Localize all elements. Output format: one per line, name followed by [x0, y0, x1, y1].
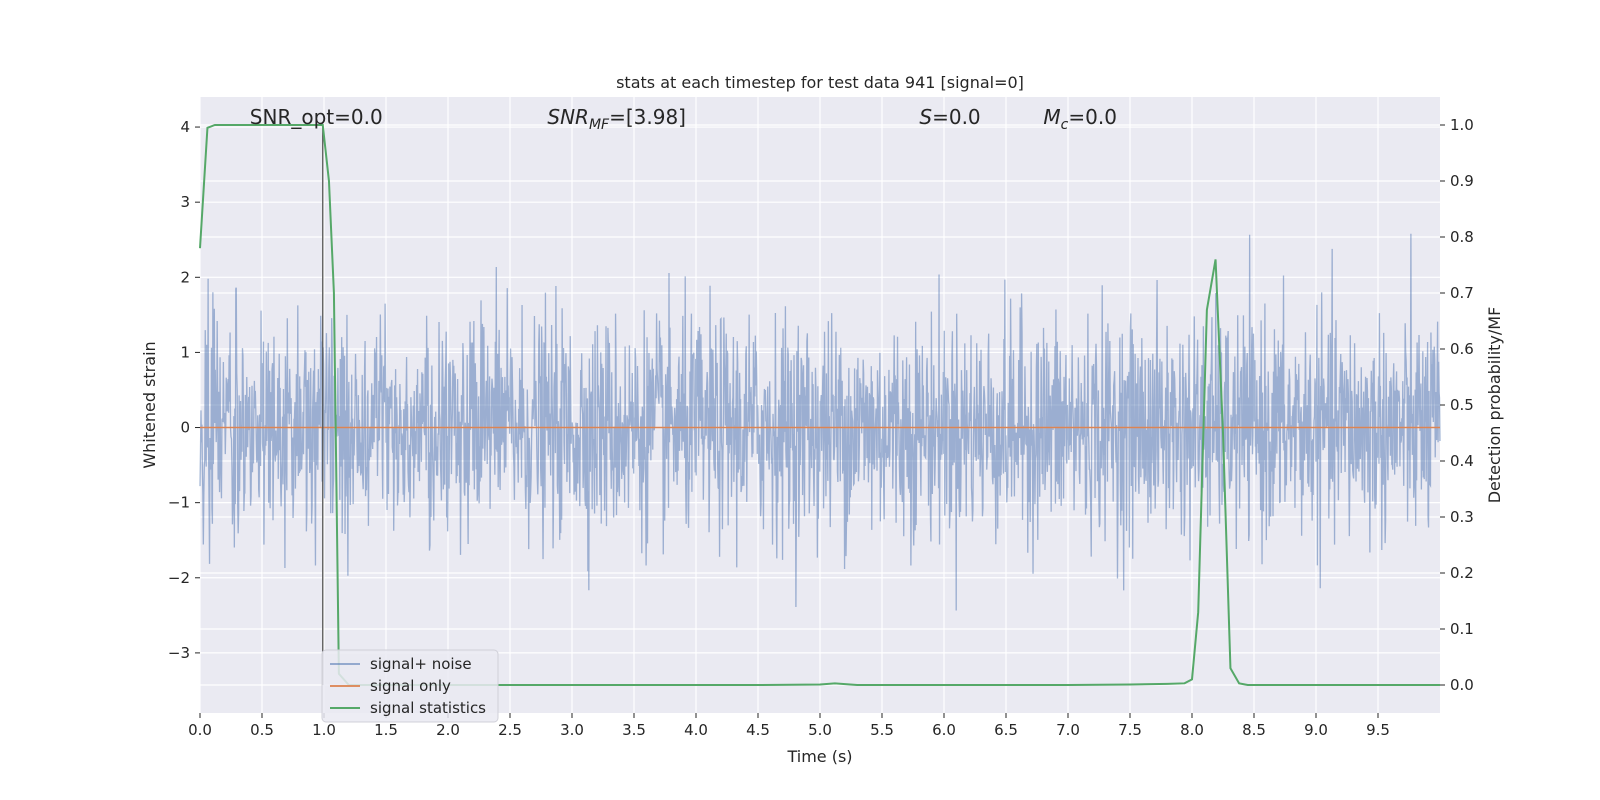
series-signal-plus-noise — [199, 233, 1441, 611]
y-left-tick-label: 2 — [180, 268, 190, 286]
x-tick-label: 1.0 — [312, 721, 336, 739]
annotation-main: SNR_opt=0.0 — [250, 105, 383, 129]
x-tick-label: 1.5 — [374, 721, 398, 739]
y-right-tick-label: 0.0 — [1450, 676, 1474, 694]
y-left-tick-label: −1 — [168, 494, 190, 512]
x-tick-label: 8.5 — [1242, 721, 1266, 739]
annotation-3: Mc=0.0 — [1043, 105, 1117, 133]
x-tick-label: 2.0 — [436, 721, 460, 739]
x-tick-label: 4.5 — [746, 721, 770, 739]
legend-entry: signal statistics — [370, 699, 486, 717]
y-right-tick-label: 1.0 — [1450, 116, 1474, 134]
x-axis-ticks: 0.0 0.5 1.0 1.5 2.0 2.5 3.0 3.5 4.0 4.5 5.0 5.5 6.0 6… — [188, 713, 1390, 739]
y-right-tick-label: 0.7 — [1450, 284, 1474, 302]
y-axis-left-ticks: −3 −2 −1 0 1 2 3 4 — [168, 118, 200, 662]
annotation-main: M — [1043, 105, 1060, 129]
y-right-tick-label: 0.2 — [1450, 564, 1474, 582]
x-tick-label: 0.0 — [188, 721, 212, 739]
y-left-tick-label: −2 — [168, 569, 190, 587]
y-right-tick-label: 0.1 — [1450, 620, 1474, 638]
chart-title: stats at each timestep for test data 941… — [616, 73, 1024, 92]
annotations: SNR_opt=0.0 SNRMF=[3.98] S=0.0 Mc=0.0 — [250, 105, 1117, 133]
x-tick-label: 8.0 — [1180, 721, 1204, 739]
x-tick-label: 2.5 — [498, 721, 522, 739]
y-axis-left-label: Whitened strain — [140, 341, 159, 468]
y-left-tick-label: 0 — [180, 419, 190, 437]
grid — [199, 97, 1440, 713]
x-tick-label: 3.5 — [622, 721, 646, 739]
annotation-main: S — [919, 105, 932, 129]
x-tick-label: 7.0 — [1056, 721, 1080, 739]
y-right-tick-label: 0.4 — [1450, 452, 1474, 470]
legend-entry: signal+ noise — [370, 655, 472, 673]
x-tick-label: 5.5 — [870, 721, 894, 739]
x-tick-label: 4.0 — [684, 721, 708, 739]
x-tick-label: 0.5 — [250, 721, 274, 739]
x-tick-label: 9.5 — [1366, 721, 1390, 739]
legend: signal+ noise signal only signal statistic… — [321, 649, 499, 723]
y-left-tick-label: 4 — [180, 118, 190, 136]
annotation-subscript: MF — [589, 117, 610, 133]
y-right-tick-label: 0.9 — [1450, 172, 1474, 190]
annotation-value: =0.0 — [1068, 105, 1117, 129]
y-axis-right-ticks: 0.0 0.1 0.2 0.3 0.4 0.5 0.6 0.7 0.8 0.9 1.0 — [1440, 116, 1474, 694]
annotation-main: SNR — [547, 105, 589, 129]
y-left-tick-label: 3 — [180, 193, 190, 211]
y-right-tick-label: 0.3 — [1450, 508, 1474, 526]
annotation-2: S=0.0 — [919, 105, 980, 129]
x-axis-label: Time (s) — [786, 747, 852, 766]
x-tick-label: 7.5 — [1118, 721, 1142, 739]
series-signal-statistics — [199, 124, 1440, 686]
y-left-tick-label: 1 — [180, 343, 190, 361]
y-right-tick-label: 0.6 — [1450, 340, 1474, 358]
annotation-1: SNRMF=[3.98] — [547, 105, 686, 133]
annotation-value: =[3.98] — [609, 105, 686, 129]
y-right-tick-label: 0.5 — [1450, 396, 1474, 414]
annotation-value: =0.0 — [932, 105, 981, 129]
x-tick-label: 9.0 — [1304, 721, 1328, 739]
annotation-subscript: c — [1061, 117, 1069, 133]
x-tick-label: 3.0 — [560, 721, 584, 739]
noise-line — [199, 233, 1441, 611]
legend-entry: signal only — [370, 677, 451, 695]
y-right-tick-label: 0.8 — [1450, 228, 1474, 246]
x-tick-label: 5.0 — [808, 721, 832, 739]
signal-statistics-line — [199, 124, 1440, 686]
x-tick-label: 6.0 — [932, 721, 956, 739]
y-axis-right-label: Detection probability/MF — [1485, 307, 1504, 504]
y-left-tick-label: −3 — [168, 644, 190, 662]
legend-box — [321, 649, 499, 723]
x-tick-label: 6.5 — [994, 721, 1018, 739]
annotation-0: SNR_opt=0.0 — [250, 105, 383, 129]
